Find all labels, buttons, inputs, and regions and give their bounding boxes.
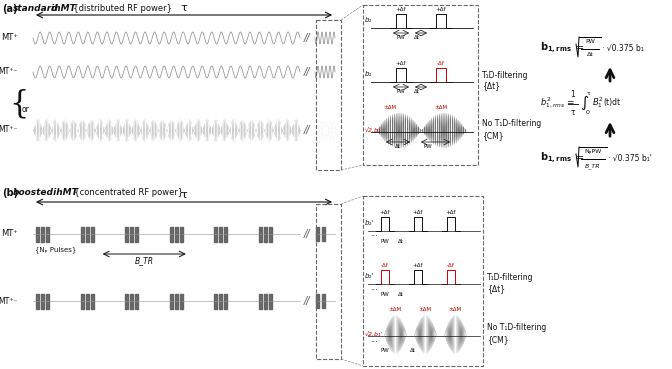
Text: +Δf: +Δf — [413, 263, 423, 268]
Text: $b^2_{1,rms}$: $b^2_{1,rms}$ — [540, 96, 565, 110]
Text: +Δf: +Δf — [446, 210, 456, 215]
Text: ±ΔM: ±ΔM — [419, 307, 431, 312]
Text: =: = — [566, 99, 573, 107]
Text: PW: PW — [396, 35, 405, 40]
Bar — [316, 20, 341, 170]
Text: $B_1^2$: $B_1^2$ — [592, 96, 603, 110]
Text: T₁D-filtering: T₁D-filtering — [487, 273, 534, 283]
Text: -Δf: -Δf — [381, 263, 389, 268]
Text: //: // — [304, 67, 310, 77]
Text: b₁: b₁ — [365, 17, 372, 23]
Text: Δt: Δt — [414, 89, 420, 94]
Text: boosted: boosted — [13, 188, 54, 197]
Text: Δt: Δt — [410, 348, 416, 353]
Text: {CM}: {CM} — [482, 131, 503, 141]
Text: 1: 1 — [571, 90, 575, 99]
Text: {distributed RF power}: {distributed RF power} — [68, 4, 172, 13]
Text: {concentrated RF power}: {concentrated RF power} — [69, 188, 183, 197]
Text: $\mathbf{b_{1,rms}}$: $\mathbf{b_{1,rms}}$ — [540, 151, 572, 165]
Text: ihMT: ihMT — [50, 188, 78, 197]
Text: NₚPW: NₚPW — [585, 149, 601, 154]
Text: +Δf: +Δf — [435, 7, 446, 12]
Text: +Δf: +Δf — [396, 7, 407, 12]
Text: -Δf: -Δf — [437, 61, 445, 66]
Text: PW: PW — [423, 144, 432, 149]
Text: +Δf: +Δf — [380, 210, 390, 215]
Text: -Δf: -Δf — [447, 263, 455, 268]
Text: =: = — [576, 153, 584, 163]
Text: √2.b₁: √2.b₁ — [365, 127, 382, 132]
Text: =: = — [576, 43, 584, 53]
Text: {Δt}: {Δt} — [487, 284, 505, 293]
Text: MT⁺: MT⁺ — [1, 34, 18, 42]
Text: ihMT: ihMT — [48, 4, 76, 13]
Bar — [316, 204, 341, 359]
Text: MT⁺: MT⁺ — [1, 230, 18, 238]
Text: $\mathbf{b_{1,rms}}$: $\mathbf{b_{1,rms}}$ — [540, 41, 572, 55]
Text: (a): (a) — [2, 4, 17, 14]
Text: MT⁺⁻: MT⁺⁻ — [0, 297, 18, 306]
Text: τ: τ — [571, 108, 575, 117]
Text: PW: PW — [380, 292, 389, 297]
Text: +Δf: +Δf — [396, 61, 407, 66]
Text: b₁: b₁ — [365, 71, 372, 77]
Text: T₁D-filtering: T₁D-filtering — [482, 72, 528, 80]
Text: {CM}: {CM} — [487, 335, 509, 345]
Text: ...: ... — [370, 230, 378, 238]
Text: Δt: Δt — [414, 35, 420, 40]
Text: ∫: ∫ — [580, 96, 588, 110]
Text: ...: ... — [370, 335, 378, 345]
Text: standard: standard — [13, 4, 58, 13]
Text: //: // — [304, 125, 310, 135]
Text: PW: PW — [380, 348, 389, 353]
Text: //: // — [304, 33, 310, 43]
Text: {: { — [9, 89, 29, 120]
Text: ±ΔM: ±ΔM — [448, 307, 462, 312]
Text: PW: PW — [585, 39, 595, 44]
Text: PW: PW — [396, 89, 405, 94]
Text: b₁': b₁' — [365, 273, 374, 279]
Text: b₁': b₁' — [365, 220, 374, 226]
Text: B_TR: B_TR — [135, 256, 154, 265]
Text: ...: ... — [370, 283, 378, 292]
Text: ±ΔM: ±ΔM — [384, 105, 396, 110]
Text: {Nₚ Pulses}: {Nₚ Pulses} — [35, 246, 77, 253]
Text: · √0.375 b₁: · √0.375 b₁ — [602, 44, 644, 52]
Text: //: // — [304, 229, 310, 239]
Text: Δt: Δt — [395, 144, 401, 149]
Text: Δt: Δt — [398, 239, 404, 244]
Text: MT⁺⁻: MT⁺⁻ — [0, 125, 18, 134]
Text: τ: τ — [181, 3, 187, 13]
Text: τ: τ — [181, 190, 187, 200]
Text: PW: PW — [380, 239, 389, 244]
Bar — [363, 196, 483, 366]
Text: B_TR: B_TR — [585, 163, 601, 169]
Text: √2.b₁': √2.b₁' — [365, 331, 383, 337]
Text: (b): (b) — [2, 188, 18, 198]
Text: No T₁D-filtering: No T₁D-filtering — [482, 120, 541, 128]
Text: (t)dt: (t)dt — [603, 99, 620, 107]
Text: τ: τ — [587, 91, 591, 96]
Text: No T₁D-filtering: No T₁D-filtering — [487, 324, 546, 332]
Text: or: or — [22, 106, 30, 114]
Text: 0: 0 — [586, 110, 590, 115]
Text: ±ΔM: ±ΔM — [388, 307, 402, 312]
Text: +Δf: +Δf — [413, 210, 423, 215]
Text: ±ΔM: ±ΔM — [434, 105, 448, 110]
Text: {Δt}: {Δt} — [482, 82, 500, 90]
Text: //: // — [304, 296, 310, 306]
Text: MT⁺⁻: MT⁺⁻ — [0, 68, 18, 76]
Text: Δt: Δt — [398, 292, 404, 297]
Text: Δt: Δt — [587, 52, 593, 57]
Text: · √0.375 b₁': · √0.375 b₁' — [608, 154, 652, 162]
Bar — [363, 5, 478, 165]
